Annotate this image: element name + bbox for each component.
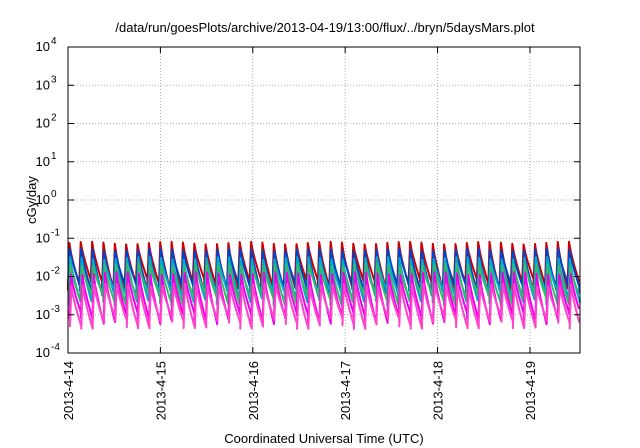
x-tick-label: 2013-4-14 [61, 361, 76, 420]
x-tick-label: 2013-4-15 [153, 361, 168, 420]
y-tick-label: 10 [36, 116, 50, 131]
x-tick-label: 2013-4-16 [246, 361, 261, 420]
y-tick-label-exponent: -3 [51, 304, 60, 315]
y-axis-label: cGy/day [24, 176, 39, 224]
y-tick-label-exponent: 4 [51, 36, 57, 47]
y-tick-label: 10 [36, 345, 50, 360]
y-tick-label: 10 [36, 39, 50, 54]
y-tick-label: 10 [36, 269, 50, 284]
series-group [67, 240, 581, 330]
x-axis-ticks: 2013-4-14 2013-4-15 2013-4-16 2013-4-17 2013… [61, 47, 538, 420]
y-tick-label-exponent: -1 [51, 227, 60, 238]
y-tick-label-exponent: 1 [51, 151, 57, 162]
y-tick-label: 10 [36, 307, 50, 322]
x-tick-label: 2013-4-17 [338, 361, 353, 420]
y-tick-label-exponent: 2 [51, 113, 57, 124]
y-tick-label-exponent: -2 [51, 266, 60, 277]
y-tick-label: 10 [36, 77, 50, 92]
y-tick-label: 10 [36, 230, 50, 245]
x-tick-label: 2013-4-18 [431, 361, 446, 420]
series-line [68, 262, 580, 307]
grid-lines [68, 47, 580, 353]
x-tick-label: 2013-4-19 [523, 361, 538, 420]
chart-title: /data/run/goesPlots/archive/2013-04-19/1… [115, 20, 535, 35]
y-tick-label: 10 [36, 154, 50, 169]
series-line [67, 282, 581, 330]
y-tick-label-exponent: 0 [51, 189, 57, 200]
y-tick-label-exponent: -4 [51, 342, 60, 353]
y-tick-label-exponent: 3 [51, 74, 57, 85]
y-tick-label: 10 [36, 192, 50, 207]
series-line [67, 256, 581, 304]
x-axis-label: Coordinated Universal Time (UTC) [224, 431, 423, 446]
